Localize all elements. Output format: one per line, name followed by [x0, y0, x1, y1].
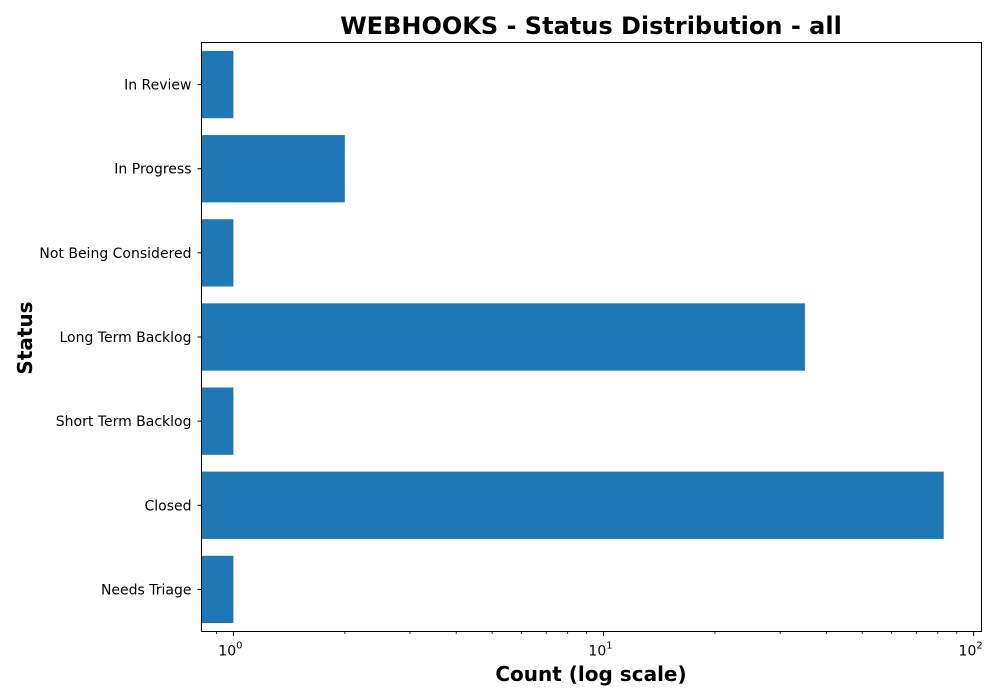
bar-short-term-backlog — [201, 387, 234, 455]
bar-closed — [201, 471, 944, 539]
y-tick-label-long-term-backlog: Long Term Backlog — [59, 330, 191, 346]
x-tick-label: 101 — [588, 641, 612, 660]
bar-not-being-considered — [201, 219, 234, 287]
y-tick-label-in-progress: In Progress — [114, 162, 191, 178]
y-tick-label-needs-triage: Needs Triage — [101, 582, 192, 598]
bar-in-progress — [201, 135, 345, 203]
y-tick-label-closed: Closed — [144, 498, 191, 514]
x-axis-label: Count (log scale) — [495, 662, 686, 686]
chart-title: WEBHOOKS - Status Distribution - all — [340, 12, 842, 40]
bars-group — [201, 50, 944, 624]
y-tick-label-not-being-considered: Not Being Considered — [39, 246, 191, 262]
bar-long-term-backlog — [201, 303, 805, 371]
x-ticks-group: 100 101 102 — [216, 631, 983, 660]
x-tick-label: 102 — [959, 641, 983, 660]
y-ticks-group: In Review In Progress Not Being Considered… — [39, 78, 202, 598]
y-axis-label: Status — [13, 301, 37, 374]
y-tick-label-short-term-backlog: Short Term Backlog — [56, 414, 192, 430]
x-tick-label: 100 — [218, 641, 242, 660]
y-tick-label-in-review: In Review — [124, 78, 191, 94]
bar-needs-triage — [201, 555, 234, 624]
bar-in-review — [201, 50, 234, 119]
